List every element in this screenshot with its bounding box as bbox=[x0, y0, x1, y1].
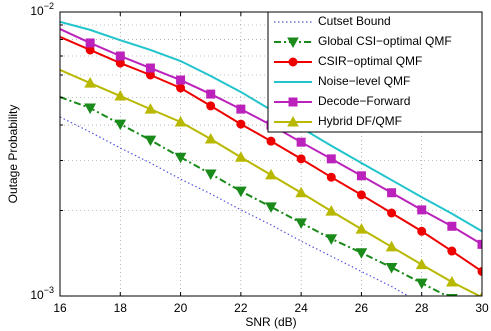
marker bbox=[288, 97, 298, 107]
marker bbox=[85, 38, 95, 48]
marker bbox=[356, 190, 366, 200]
marker bbox=[415, 278, 428, 290]
marker bbox=[325, 205, 338, 216]
marker bbox=[266, 136, 276, 146]
legend-label: Cutset Bound bbox=[318, 14, 391, 28]
marker bbox=[296, 154, 306, 164]
marker bbox=[415, 258, 428, 270]
marker bbox=[287, 37, 299, 49]
x-tick-label: 16 bbox=[53, 301, 67, 315]
y-tick-base: 10 bbox=[30, 288, 44, 302]
marker bbox=[84, 77, 96, 88]
x-tick-label: 30 bbox=[475, 301, 489, 315]
marker bbox=[84, 103, 96, 115]
series-line bbox=[60, 116, 410, 296]
x-tick-label: 28 bbox=[415, 301, 429, 315]
marker bbox=[114, 119, 127, 131]
marker bbox=[144, 135, 157, 147]
plot-lines bbox=[60, 20, 482, 296]
marker bbox=[417, 226, 427, 236]
marker bbox=[235, 186, 247, 198]
x-tick-label: 22 bbox=[234, 301, 248, 315]
marker bbox=[265, 168, 277, 180]
marker bbox=[477, 239, 482, 249]
marker bbox=[326, 154, 336, 164]
legend: Cutset Bound Global CSI−optimal QMF CSIR−o… bbox=[267, 11, 483, 133]
marker bbox=[385, 262, 398, 274]
y-tick-base: 10 bbox=[30, 4, 44, 18]
y-tick-label: 10−3 bbox=[30, 285, 54, 302]
marker bbox=[115, 51, 125, 61]
marker bbox=[288, 57, 298, 67]
marker bbox=[287, 115, 299, 127]
marker bbox=[417, 205, 427, 215]
marker bbox=[387, 208, 397, 218]
y-axis-label: Outage Probability bbox=[6, 105, 20, 204]
marker bbox=[295, 218, 307, 229]
series-line bbox=[60, 96, 450, 296]
marker bbox=[295, 186, 307, 198]
marker bbox=[355, 248, 368, 259]
y-tick-label: 10−2 bbox=[30, 1, 54, 18]
legend-label: Noise−level QMF bbox=[318, 74, 410, 88]
x-tick-label: 26 bbox=[355, 301, 369, 315]
marker bbox=[114, 89, 127, 101]
marker bbox=[387, 188, 397, 198]
marker bbox=[236, 104, 246, 114]
marker bbox=[479, 291, 482, 296]
marker bbox=[446, 275, 458, 287]
marker bbox=[176, 75, 186, 85]
legend-label: Decode−Forward bbox=[318, 94, 410, 108]
marker bbox=[176, 83, 186, 93]
marker bbox=[235, 151, 247, 162]
marker bbox=[174, 152, 187, 164]
marker bbox=[477, 266, 482, 276]
y-tick-exponent: −2 bbox=[44, 1, 54, 11]
x-axis-label: SNR (dB) bbox=[245, 315, 296, 329]
marker bbox=[296, 137, 306, 147]
y-tick-exponent: −3 bbox=[44, 285, 54, 295]
marker bbox=[447, 246, 457, 256]
x-tick-label: 20 bbox=[174, 301, 188, 315]
marker bbox=[236, 119, 246, 129]
marker bbox=[204, 169, 217, 180]
marker bbox=[204, 133, 217, 144]
marker bbox=[326, 172, 336, 182]
marker bbox=[144, 103, 157, 114]
legend-label: CSIR−optimal QMF bbox=[318, 54, 422, 68]
marker bbox=[385, 240, 398, 252]
marker bbox=[265, 202, 277, 213]
marker bbox=[325, 234, 338, 245]
legend-label: Global CSI−optimal QMF bbox=[318, 34, 452, 48]
marker bbox=[145, 63, 155, 73]
legend-label: Hybrid DF/QMF bbox=[318, 114, 402, 128]
marker bbox=[356, 171, 366, 181]
marker bbox=[174, 115, 187, 127]
x-tick-label: 24 bbox=[294, 301, 308, 315]
x-tick-label: 18 bbox=[114, 301, 128, 315]
marker bbox=[447, 221, 457, 231]
marker bbox=[206, 89, 216, 99]
marker bbox=[355, 223, 368, 234]
marker bbox=[206, 101, 216, 111]
legend-box bbox=[267, 11, 483, 133]
